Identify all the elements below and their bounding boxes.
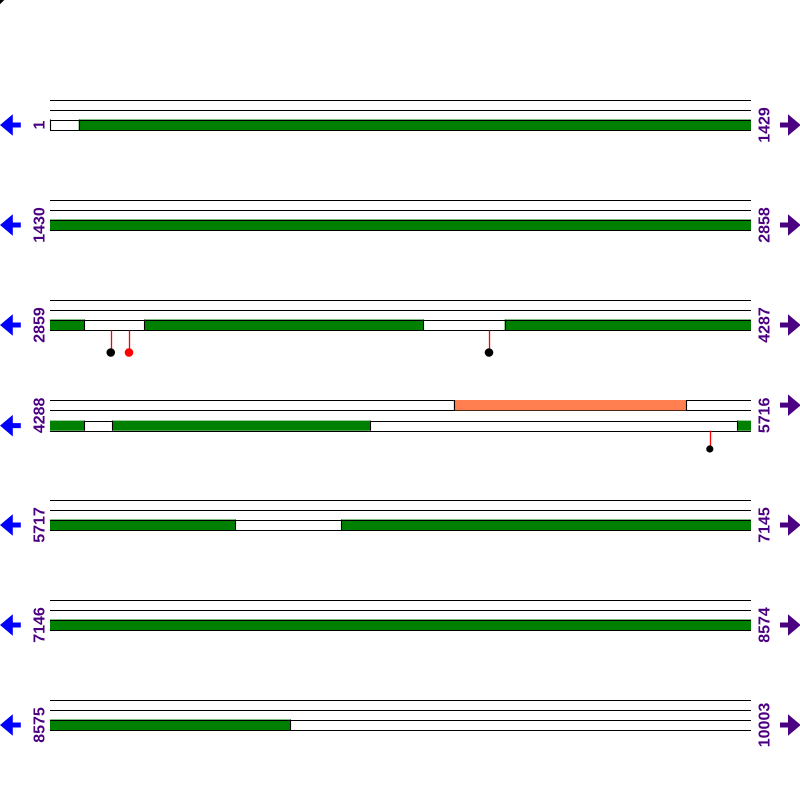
svg-text:10003: 10003 [757,703,774,748]
svg-text:8574: 8574 [757,607,774,643]
svg-text:2858: 2858 [757,207,774,243]
svg-text:7145: 7145 [757,507,774,543]
svg-text:7146: 7146 [32,607,49,643]
svg-text:4288: 4288 [32,397,49,433]
svg-text:2859: 2859 [32,307,49,343]
svg-text:1429: 1429 [757,107,774,143]
svg-text:5717: 5717 [32,507,49,543]
svg-text:1: 1 [32,120,49,129]
svg-text:1430: 1430 [32,207,49,243]
svg-text:5716: 5716 [757,397,774,433]
svg-text:4287: 4287 [757,307,774,343]
svg-text:8575: 8575 [32,707,49,743]
